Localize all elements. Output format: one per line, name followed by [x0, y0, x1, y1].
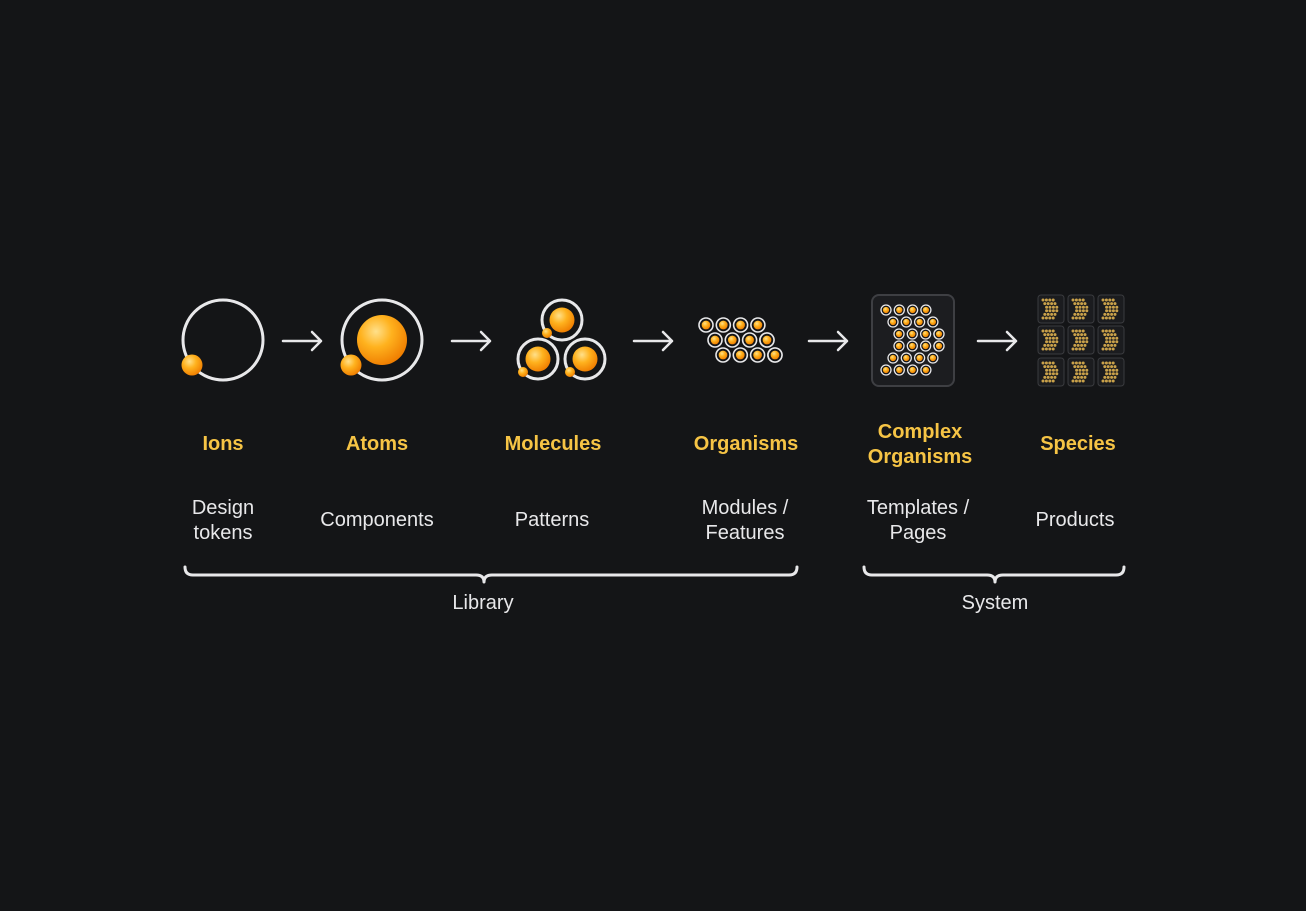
complex-cell	[900, 316, 912, 328]
organism-cell	[750, 317, 766, 333]
complex-cell	[933, 328, 945, 340]
complex-cell	[893, 340, 905, 352]
system-brace	[862, 565, 1126, 584]
arrow-right-icon	[976, 330, 1018, 352]
molecule-icon	[516, 298, 607, 381]
complex-cell	[920, 364, 932, 376]
arrow-right-icon	[632, 330, 674, 352]
arrow-right-icon	[807, 330, 849, 352]
species-tile	[1097, 325, 1125, 355]
complex-cell	[906, 304, 919, 316]
organism-cell	[715, 347, 731, 363]
organism-cell	[767, 347, 783, 363]
organism-cell	[732, 347, 749, 363]
stage-name-molecules: Molecules	[504, 433, 602, 455]
complex-cell	[920, 304, 932, 316]
complex-cell	[893, 364, 905, 376]
complex-cell	[906, 328, 918, 340]
species-tile	[1067, 294, 1095, 324]
complex-organism-icon	[871, 294, 955, 387]
species-tile	[1037, 294, 1065, 324]
organism-cell	[698, 317, 714, 333]
library-brace	[183, 565, 799, 584]
complex-cell	[919, 340, 932, 352]
stage-role-species: Products	[1035, 509, 1115, 531]
species-tile	[1097, 357, 1125, 387]
stage-role-organisms: Modules / Features	[701, 497, 789, 544]
complex-cell	[887, 352, 899, 364]
stage-role-atoms: Components	[320, 509, 434, 531]
stage-role-complex-organisms: Templates / Pages	[866, 497, 970, 544]
organism-cell	[707, 332, 723, 348]
complex-cell	[927, 352, 939, 364]
species-tile	[1067, 325, 1095, 355]
complex-cell	[880, 304, 892, 316]
arrow-right-icon	[450, 330, 492, 352]
arrow-right-icon	[281, 330, 323, 352]
organism-cell	[732, 317, 749, 333]
species-tile	[1037, 325, 1065, 355]
species-tile	[1067, 357, 1095, 387]
group-label-system: System	[961, 592, 1029, 614]
stage-name-complex-organisms: Complex Organisms	[867, 421, 973, 468]
complex-cell	[893, 304, 905, 316]
stage-name-organisms: Organisms	[693, 433, 799, 455]
organism-cell	[724, 332, 741, 348]
organism-icon	[698, 317, 783, 363]
complex-cell	[927, 316, 939, 328]
atom-icon	[340, 298, 424, 382]
complex-cell	[906, 364, 919, 376]
complex-cell	[880, 364, 892, 376]
complex-cell	[900, 352, 912, 364]
group-label-library: Library	[452, 592, 514, 614]
organism-cell	[759, 332, 775, 348]
complex-cell	[887, 316, 899, 328]
species-tile	[1037, 357, 1065, 387]
stage-role-ions: Design tokens	[191, 497, 255, 544]
stage-name-species: Species	[1040, 433, 1116, 455]
complex-cell	[919, 328, 932, 340]
organism-cell	[749, 347, 766, 363]
organism-cell	[741, 332, 758, 348]
complex-cell	[913, 352, 926, 364]
complex-cell	[933, 340, 945, 352]
species-tile	[1097, 294, 1125, 324]
complex-cell	[913, 316, 926, 328]
species-icon	[1037, 294, 1125, 387]
complex-cell	[906, 340, 918, 352]
organism-cell	[715, 317, 732, 333]
stage-role-molecules: Patterns	[514, 509, 590, 531]
stage-name-atoms: Atoms	[345, 433, 409, 455]
stage-name-ions: Ions	[202, 433, 244, 455]
complex-cell	[893, 328, 905, 340]
ion-icon	[181, 298, 265, 382]
